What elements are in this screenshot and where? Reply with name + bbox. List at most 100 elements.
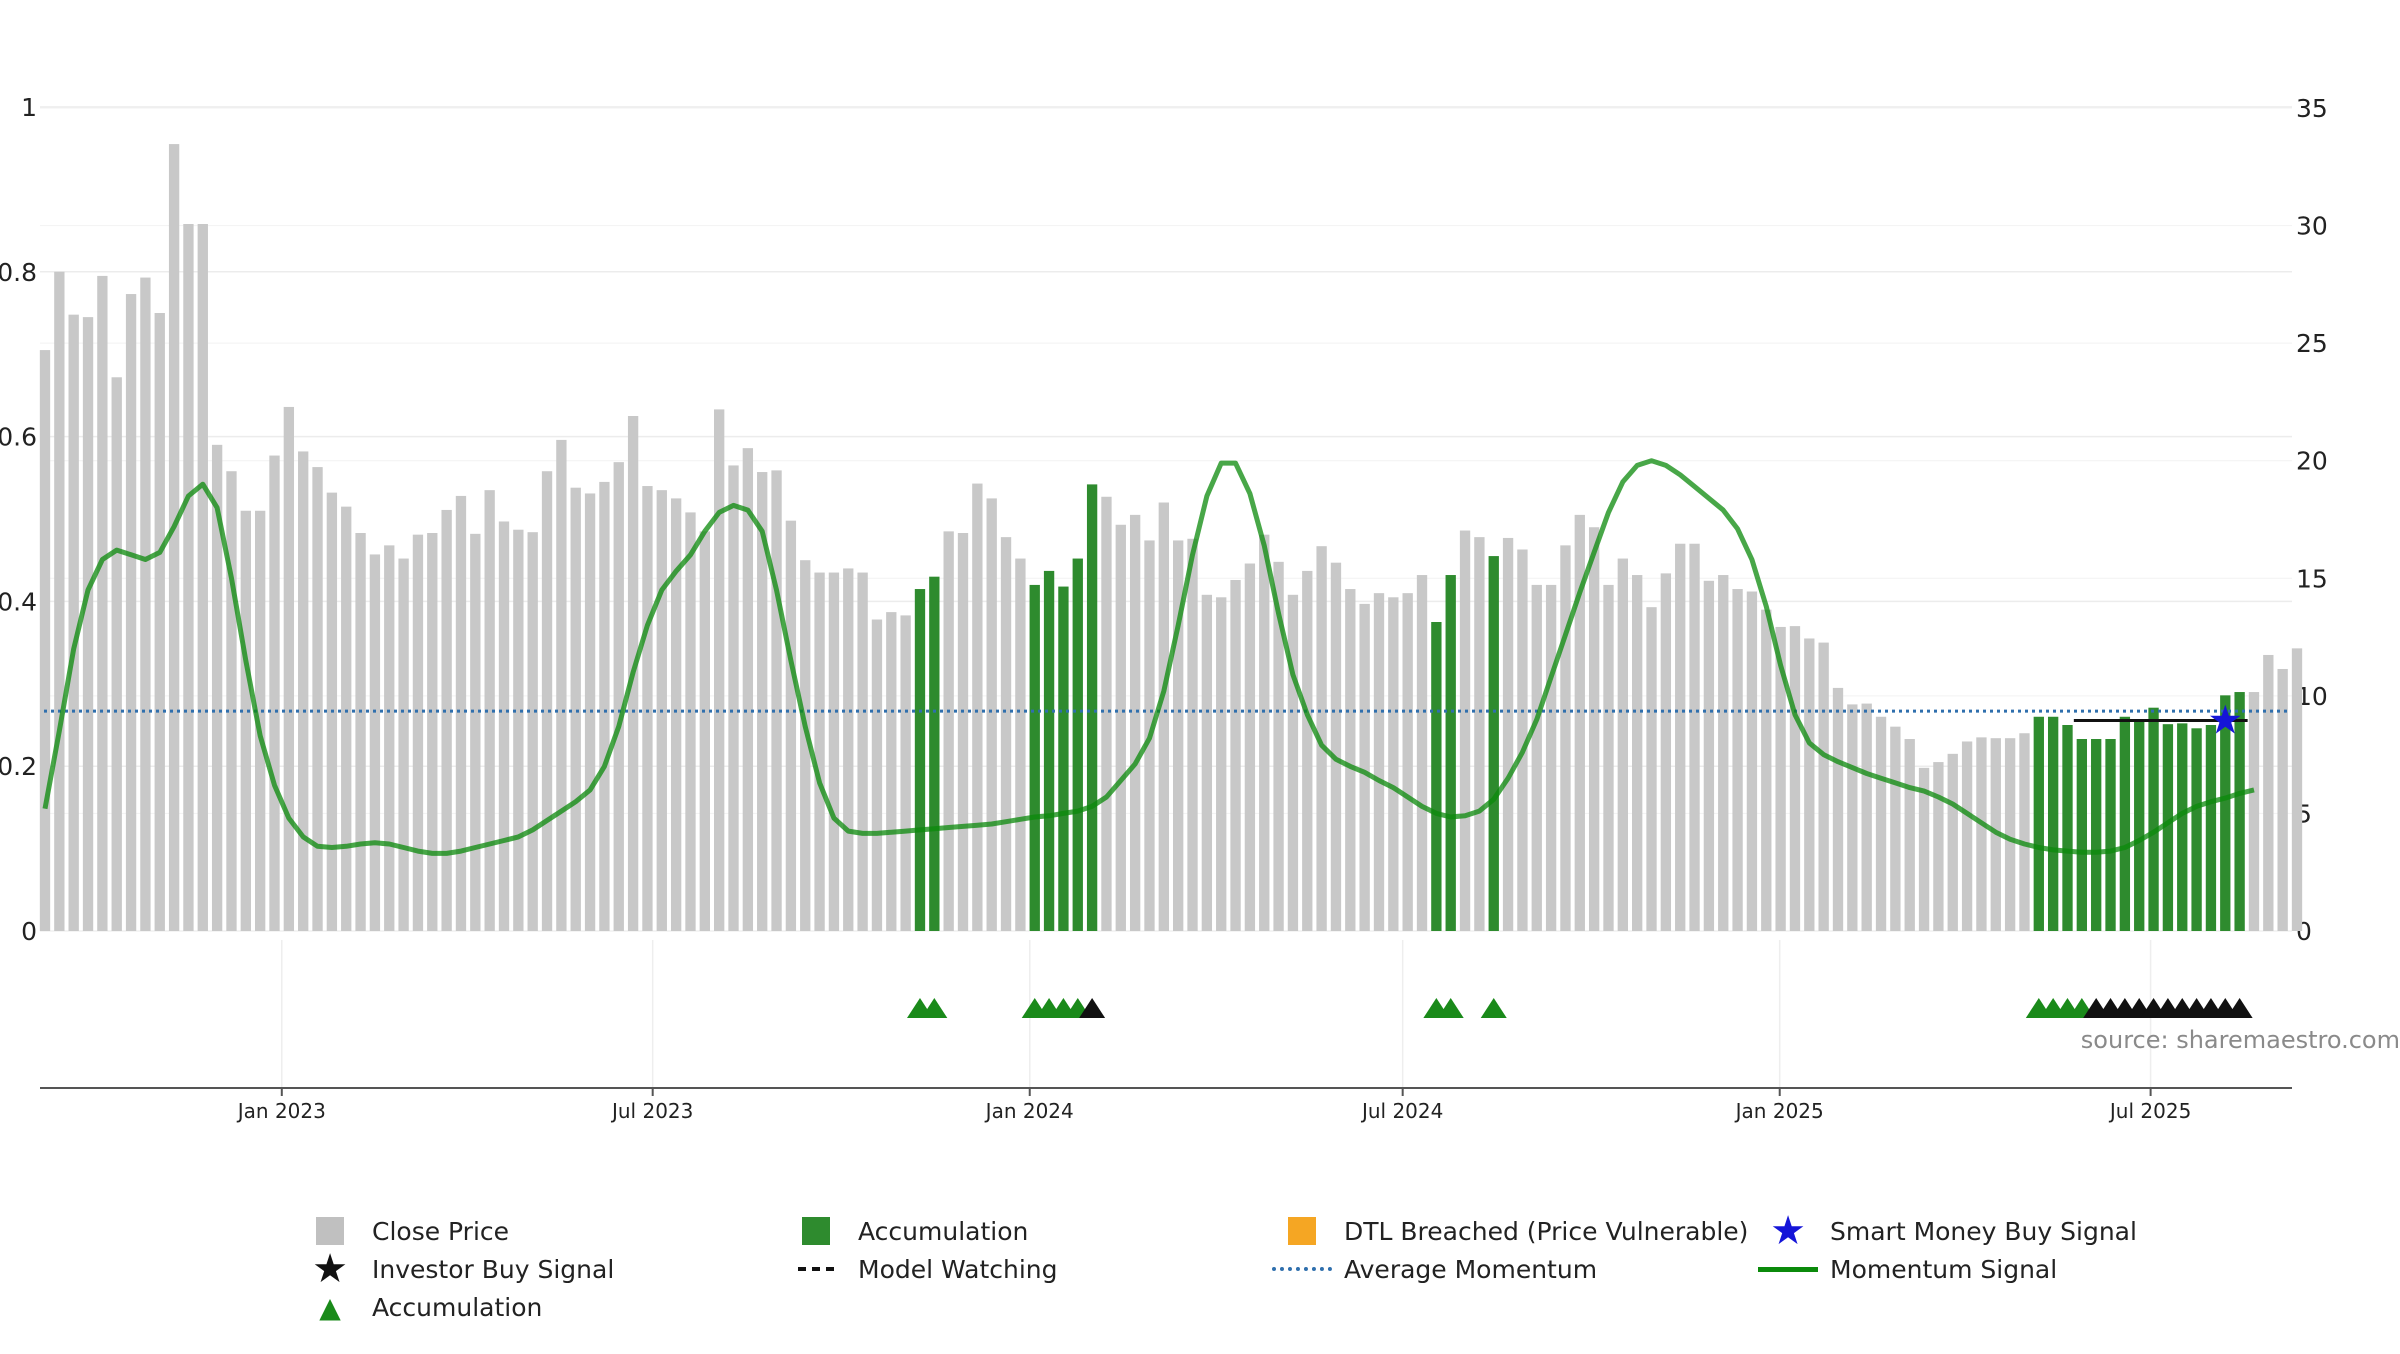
smart-money-star-icon: ★ (2207, 698, 2243, 744)
close-price-bar (1201, 594, 1213, 931)
y-left-tick-label: 0.6 (0, 423, 37, 452)
x-tick-label: Jul 2025 (2108, 1099, 2191, 1123)
close-price-bar (986, 498, 997, 931)
close-price-bar (298, 451, 309, 931)
x-tick-label: Jul 2024 (1360, 1099, 1443, 1123)
black-star-icon: ★ (312, 1246, 348, 1292)
close-price-bar (871, 619, 883, 931)
close-price-bar (785, 520, 797, 931)
close-price-bar (226, 471, 237, 931)
close-price-bar (1545, 584, 1557, 931)
close-price-bar (1918, 767, 1930, 931)
close-price-bar (943, 531, 954, 931)
close-price-bar (1015, 558, 1026, 931)
x-tick-label: Jul 2023 (610, 1099, 693, 1123)
y-right-tick-label: 35 (2296, 94, 2328, 123)
legend-smart-money[interactable]: ★ Smart Money Buy Signal (1758, 1208, 2137, 1254)
accumulation-bar (1488, 556, 1499, 931)
close-price-bar (1244, 563, 1256, 931)
close-price-bar (168, 144, 180, 931)
close-price-bar (1761, 609, 1772, 931)
accumulation-bar (1431, 622, 1442, 931)
legend-label: Momentum Signal (1830, 1254, 2058, 1284)
legend-average-momentum[interactable]: Average Momentum (1272, 1250, 1597, 1288)
close-price-bar (1517, 549, 1528, 931)
accumulation-bar (1043, 570, 1055, 931)
close-price-bar (441, 509, 452, 931)
legend-accumulation-bar[interactable]: Accumulation (786, 1212, 1028, 1250)
close-price-bar (2248, 692, 2260, 931)
accumulation-bar (2076, 739, 2088, 931)
source-text: source: sharemaestro.com (2080, 1026, 2400, 1054)
close-price-bar (68, 314, 79, 931)
legend-momentum-signal[interactable]: Momentum Signal (1758, 1250, 2057, 1288)
close-price-bar (742, 448, 754, 931)
close-price-bar (957, 533, 969, 931)
close-price-bar (97, 275, 108, 931)
legend-accumulation-triangle[interactable]: ▲ Accumulation (300, 1288, 542, 1326)
close-price-bar (900, 615, 911, 931)
close-price-bar (2277, 668, 2288, 931)
accumulation-bar (2220, 695, 2231, 931)
accumulation-bar (2091, 739, 2102, 931)
close-price-bar (1302, 570, 1313, 931)
legend-investor-buy[interactable]: ★ Investor Buy Signal (300, 1246, 614, 1292)
close-price-bar (1689, 543, 1700, 931)
investor-buy-triangle-icon (2226, 998, 2253, 1018)
close-price-bar (197, 224, 208, 931)
close-price-bar (1115, 524, 1126, 931)
accumulation-bar (2033, 716, 2044, 931)
black-dash-icon (786, 1250, 846, 1288)
close-price-bar (455, 495, 467, 931)
close-price-bar (828, 572, 840, 931)
y-right-tick-label: 20 (2296, 447, 2328, 476)
accumulation-bar (1058, 586, 1069, 931)
close-price-bar (2019, 733, 2030, 931)
accumulation-triangle-icon (1480, 998, 1507, 1018)
accumulation-bar (1086, 484, 1098, 931)
close-price-bar (886, 612, 897, 931)
close-price-bar (1416, 575, 1428, 931)
close-price-bar (1560, 545, 1571, 931)
close-price-bar (670, 498, 682, 931)
legend-close-price[interactable]: Close Price (300, 1212, 509, 1250)
close-price-bar (1273, 561, 1284, 931)
close-price-bar (240, 510, 251, 931)
close-price-bar (714, 409, 725, 932)
close-price-bar (1718, 575, 1729, 931)
green-triangle-icon: ▲ (319, 1290, 341, 1324)
close-price-bar (269, 455, 280, 931)
close-price-bar (355, 533, 366, 931)
accumulation-bar (2205, 725, 2217, 931)
close-price-bar (757, 472, 768, 931)
accumulation-triangle-icon (1437, 998, 1464, 1018)
legend-dtl-breached[interactable]: DTL Breached (Price Vulnerable) (1272, 1212, 1748, 1250)
close-price-bar (1230, 579, 1241, 931)
close-price-bar (1832, 687, 1844, 931)
close-price-bar (1775, 626, 1786, 931)
close-price-bar (513, 529, 524, 931)
close-price-bar (1187, 538, 1198, 931)
y-left-tick-label: 0.8 (0, 258, 37, 287)
close-price-bar (1890, 726, 1901, 931)
close-price-bar (1703, 580, 1715, 931)
y-left-tick-label: 0 (21, 917, 37, 946)
close-price-bar (254, 510, 266, 931)
y-right-tick-label: 15 (2296, 564, 2328, 593)
close-price-bar (857, 572, 868, 931)
close-price-bar (613, 462, 624, 931)
y-right-tick-label: 25 (2296, 329, 2328, 358)
y-right-tick-label: 30 (2296, 212, 2328, 241)
close-price-bar (800, 560, 811, 931)
close-price-bar (498, 521, 510, 931)
legend-label: Model Watching (858, 1254, 1058, 1284)
close-price-bar (154, 313, 165, 931)
close-price-bar (1933, 762, 1944, 931)
close-price-bar (814, 572, 825, 931)
close-price-bar (427, 533, 438, 931)
legend-model-watching[interactable]: Model Watching (786, 1250, 1058, 1288)
close-price-bar (1531, 584, 1542, 931)
accumulation-bar (2162, 724, 2174, 931)
accumulation-bar (2105, 739, 2116, 931)
